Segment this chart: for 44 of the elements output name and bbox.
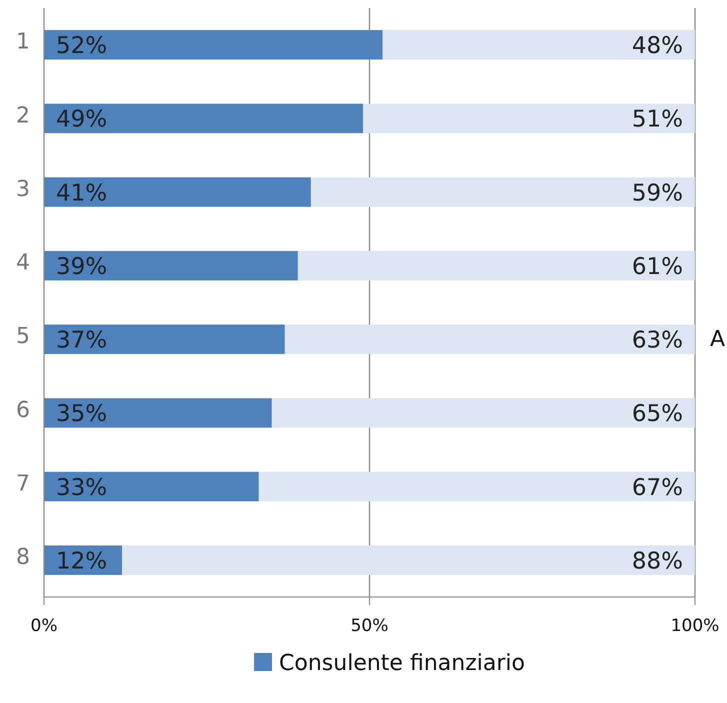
data-label: 35%	[56, 401, 108, 428]
x-tick-label: 0%	[30, 616, 58, 636]
bar	[44, 104, 363, 134]
data-label: 37%	[56, 328, 108, 354]
data-label: 51%	[632, 106, 683, 133]
data-label: 48%	[632, 33, 683, 60]
bar	[382, 30, 695, 60]
y-tick-label: 1	[16, 30, 30, 55]
bar	[258, 472, 695, 502]
y-tick-label: 7	[16, 471, 30, 496]
bar	[122, 545, 695, 575]
y-tick-label: 5	[16, 324, 30, 350]
legend-label: Consulente finanziario	[279, 650, 525, 676]
y-tick-label: 3	[16, 176, 30, 202]
data-label: 49%	[56, 106, 108, 133]
bar	[44, 324, 285, 354]
y-tick-label: 2	[16, 103, 30, 128]
data-label: 41%	[56, 180, 108, 206]
bar	[44, 472, 259, 502]
bar	[44, 398, 272, 428]
data-label: 59%	[632, 180, 683, 206]
y-tick-label: 6	[16, 398, 30, 423]
x-tick-label: 100%	[670, 616, 720, 636]
x-tick-label: 50%	[350, 616, 388, 636]
data-label: 88%	[632, 548, 683, 574]
data-label: 63%	[632, 328, 683, 354]
bar	[44, 177, 311, 207]
data-label: 33%	[56, 474, 108, 501]
data-label: 52%	[56, 33, 108, 60]
data-label: 12%	[56, 548, 108, 574]
bar	[44, 250, 298, 280]
y-tick-label: 8	[16, 545, 30, 570]
data-label: 39%	[56, 254, 108, 280]
bar	[298, 250, 695, 280]
bar	[44, 30, 383, 60]
bar	[362, 104, 695, 134]
text: A	[710, 326, 726, 352]
y-tick-label: 4	[16, 250, 30, 276]
data-label: 61%	[632, 254, 683, 280]
data-label: 65%	[632, 401, 683, 428]
data-label: 67%	[632, 474, 683, 501]
bar	[310, 177, 695, 207]
bar	[284, 324, 695, 354]
bar	[272, 398, 695, 428]
